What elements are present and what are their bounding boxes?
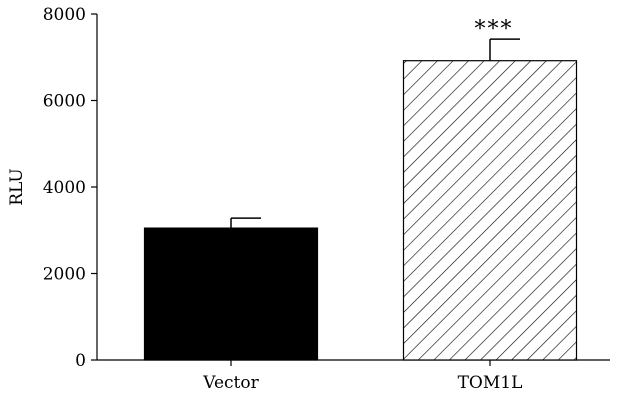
y-tick-label: 6000 [43,92,86,112]
y-tick-label: 2000 [43,265,86,285]
y-tick-label: 8000 [43,5,86,25]
bar-vector [143,227,319,361]
x-tick-label-vector: Vector [202,373,259,393]
y-tick-label: 0 [75,351,86,371]
y-tick-label: 4000 [43,178,86,198]
plot-area: 0 2000 4000 6000 8000 Vector TOM1L *** [43,5,610,393]
significance-annotation: *** [475,17,514,42]
x-tick-label-tom1l: TOM1L [458,373,523,393]
y-axis-label: RLU [7,168,27,206]
bar-tom1l [402,60,578,361]
